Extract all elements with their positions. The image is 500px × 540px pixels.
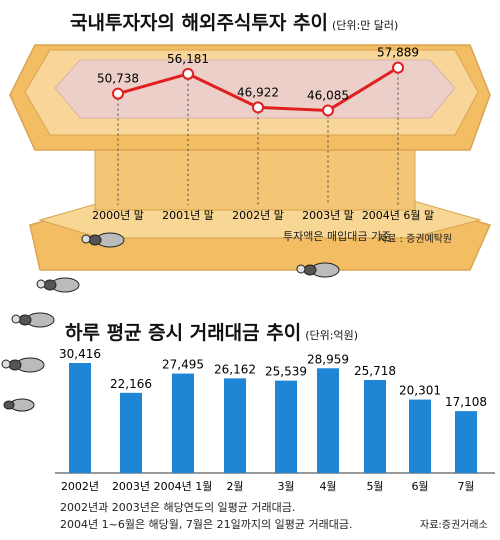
bar-chart-unit: (단위:억원)	[305, 329, 359, 342]
x-tick-label: 6월	[411, 480, 428, 493]
data-point	[252, 101, 264, 114]
x-tick-label: 2004년 6월 말	[362, 209, 434, 222]
x-tick-label: 2003년 말	[302, 209, 354, 222]
data-label: 50,738	[97, 72, 139, 86]
x-tick-label: 4월	[319, 480, 336, 493]
line-chart-note: 투자액은 매입대금 기준.	[283, 230, 395, 243]
bar-chart-note-1: 2002년과 2003년은 해당연도의 일평균 거래대금.	[60, 501, 296, 514]
bar	[317, 368, 339, 473]
line-chart-title-text: 국내투자자의 해외주식투자 추이	[70, 12, 328, 34]
x-tick-label: 2월	[226, 480, 243, 493]
x-tick-label: 3월	[277, 480, 294, 493]
data-label: 17,108	[445, 395, 487, 409]
data-label: 22,166	[110, 377, 152, 391]
data-label: 25,539	[265, 365, 307, 379]
bar-chart-note-2: 2004년 1~6월은 해당월, 7월은 21일까지의 일평균 거래대금.	[60, 518, 353, 531]
bar-chart-title: 하루 평균 증시 거래대금 추이 (단위:억원)	[65, 318, 358, 345]
bar	[69, 363, 91, 473]
x-tick-label: 2001년 말	[162, 209, 214, 222]
line-chart-unit: (단위:만 달러)	[331, 19, 399, 32]
data-label: 26,162	[214, 362, 256, 376]
data-point	[182, 67, 194, 80]
data-label: 27,495	[162, 358, 204, 372]
bar	[224, 378, 246, 473]
ant-illustration-2	[296, 262, 340, 278]
platform-column	[94, 149, 416, 211]
bar	[409, 399, 431, 473]
line-chart-source: 자료 : 증권예탁원	[378, 234, 453, 245]
bar	[455, 411, 477, 473]
data-point	[112, 87, 124, 100]
bar-chart-title-text: 하루 평균 증시 거래대금 추이	[65, 322, 302, 344]
x-tick-label: 2000년 말	[92, 209, 144, 222]
x-tick-label: 7월	[457, 480, 474, 493]
line-chart-title: 국내투자자의 해외주식투자 추이 (단위:만 달러)	[70, 8, 398, 35]
data-point	[392, 61, 404, 74]
bar	[275, 380, 297, 473]
data-label: 20,301	[399, 384, 441, 398]
x-tick-label: 2002년	[61, 480, 99, 493]
data-label: 25,718	[354, 364, 396, 378]
bar-chart: 30,416 2002년 22,166 2003년 27,495 2004년 1월 26,1…	[55, 347, 495, 493]
ant-illustration	[1, 232, 125, 412]
data-label: 46,922	[237, 85, 279, 99]
data-label: 46,085	[307, 88, 349, 102]
bar	[364, 379, 386, 473]
plot-plate	[54, 59, 456, 119]
bar	[120, 392, 142, 473]
data-label: 56,181	[167, 52, 209, 66]
data-label: 28,959	[307, 352, 349, 366]
bar	[172, 373, 194, 473]
data-label: 57,889	[377, 46, 419, 60]
data-point	[322, 104, 334, 117]
data-label: 30,416	[59, 347, 101, 361]
x-tick-label: 5월	[366, 480, 383, 493]
x-tick-label: 2004년 1월	[154, 480, 213, 493]
bar-chart-source: 자료:증권거래소	[420, 520, 488, 531]
line-chart: 50,738 2000년 말 56,181 2001년 말 46,922 2002년 말 4…	[9, 44, 492, 271]
x-tick-label: 2002년 말	[232, 209, 284, 222]
x-tick-label: 2003년	[112, 480, 150, 493]
